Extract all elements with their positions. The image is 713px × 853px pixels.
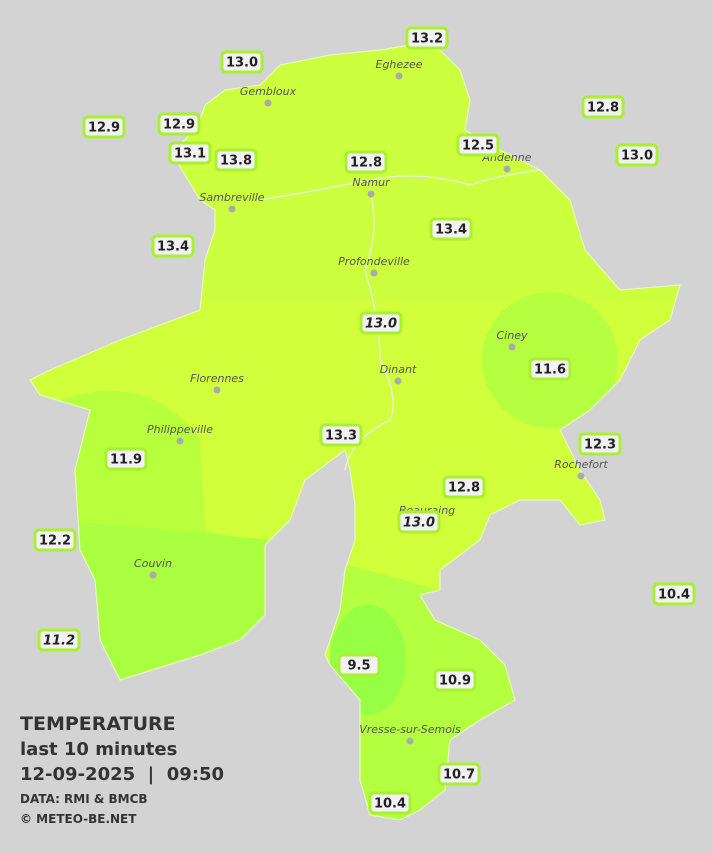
city-dot	[577, 472, 585, 480]
station-value: 13.2	[411, 32, 443, 47]
station-box	[368, 791, 412, 815]
legend-datetime: 12-09-2025 | 09:50	[20, 764, 224, 785]
station-box	[344, 150, 388, 174]
city-dot	[370, 269, 378, 277]
station-value: 13.0	[403, 516, 435, 531]
station-box	[33, 528, 77, 552]
city-label: Profondeville	[338, 255, 410, 268]
station-box	[442, 475, 486, 499]
station-value: 10.7	[443, 768, 475, 783]
city-label: Philippeville	[147, 423, 213, 436]
station-box	[220, 50, 264, 74]
city-dot	[176, 437, 184, 445]
station-value: 13.3	[325, 429, 357, 444]
city-label: Gembloux	[240, 85, 297, 98]
city-dot	[406, 737, 414, 745]
city-dot	[394, 377, 402, 385]
station-value: 13.4	[435, 223, 467, 238]
station-value: 10.9	[439, 674, 471, 689]
station-box	[433, 668, 477, 692]
station-value: 12.8	[350, 156, 382, 171]
legend-title: TEMPERATURE	[20, 713, 176, 735]
station-box	[652, 582, 696, 606]
station-box	[214, 148, 258, 172]
station-box	[581, 95, 625, 119]
station-value: 13.0	[621, 149, 653, 164]
station-value: 13.8	[220, 154, 252, 169]
station-value: 11.9	[110, 453, 142, 468]
station-box	[615, 143, 659, 167]
city-label: Rochefort	[554, 458, 608, 471]
city-label: Dinant	[380, 363, 417, 376]
station-value: 12.8	[587, 101, 619, 116]
station-box	[456, 133, 500, 157]
station-value: 12.8	[448, 481, 480, 496]
station-value: 13.4	[157, 240, 189, 255]
legend-subtitle: last 10 minutes	[20, 739, 177, 760]
station-box	[82, 115, 126, 139]
station-box	[319, 423, 363, 447]
station-value: 12.2	[39, 534, 71, 549]
station-box	[528, 357, 572, 381]
station-box	[104, 447, 148, 471]
station-value: 12.9	[163, 118, 195, 133]
city-label: Florennes	[190, 372, 244, 385]
city-label: Sambreville	[199, 191, 264, 204]
city-label: Vresse-sur-Semois	[359, 723, 461, 736]
city-dot	[228, 205, 236, 213]
station-box	[397, 510, 441, 534]
city-dot	[149, 571, 157, 579]
legend-copyright: © METEO-BE.NET	[20, 812, 137, 826]
station-value: 13.0	[365, 317, 397, 332]
station-value: 12.9	[88, 121, 120, 136]
station-box	[405, 26, 449, 50]
station-box	[151, 234, 195, 258]
station-value: 13.1	[174, 147, 206, 162]
city-label: Ciney	[497, 329, 528, 342]
city-label: Couvin	[134, 557, 172, 570]
station-value: 12.3	[584, 438, 616, 453]
city-dot	[508, 343, 516, 351]
city-label: Namur	[352, 176, 391, 189]
station-value: 12.5	[462, 139, 494, 154]
city-label: Eghezee	[376, 58, 423, 71]
station-value: 10.4	[658, 588, 690, 603]
legend-source: DATA: RMI & BMCB	[20, 792, 148, 806]
city-dot	[264, 99, 272, 107]
station-box	[337, 653, 381, 677]
station-value: 9.5	[347, 659, 370, 674]
city-dot	[367, 190, 375, 198]
station-box	[437, 762, 481, 786]
station-box	[359, 311, 403, 335]
city-dot	[503, 165, 511, 173]
station-value: 11.2	[43, 634, 75, 649]
city-dot	[213, 386, 221, 394]
station-box	[157, 112, 201, 136]
station-value: 13.0	[226, 56, 258, 71]
station-box	[168, 141, 212, 165]
station-box	[37, 628, 81, 652]
station-value: 10.4	[374, 797, 406, 812]
station-box	[578, 432, 622, 456]
station-box	[429, 217, 473, 241]
city-dot	[395, 72, 403, 80]
station-value: 11.6	[534, 363, 566, 378]
